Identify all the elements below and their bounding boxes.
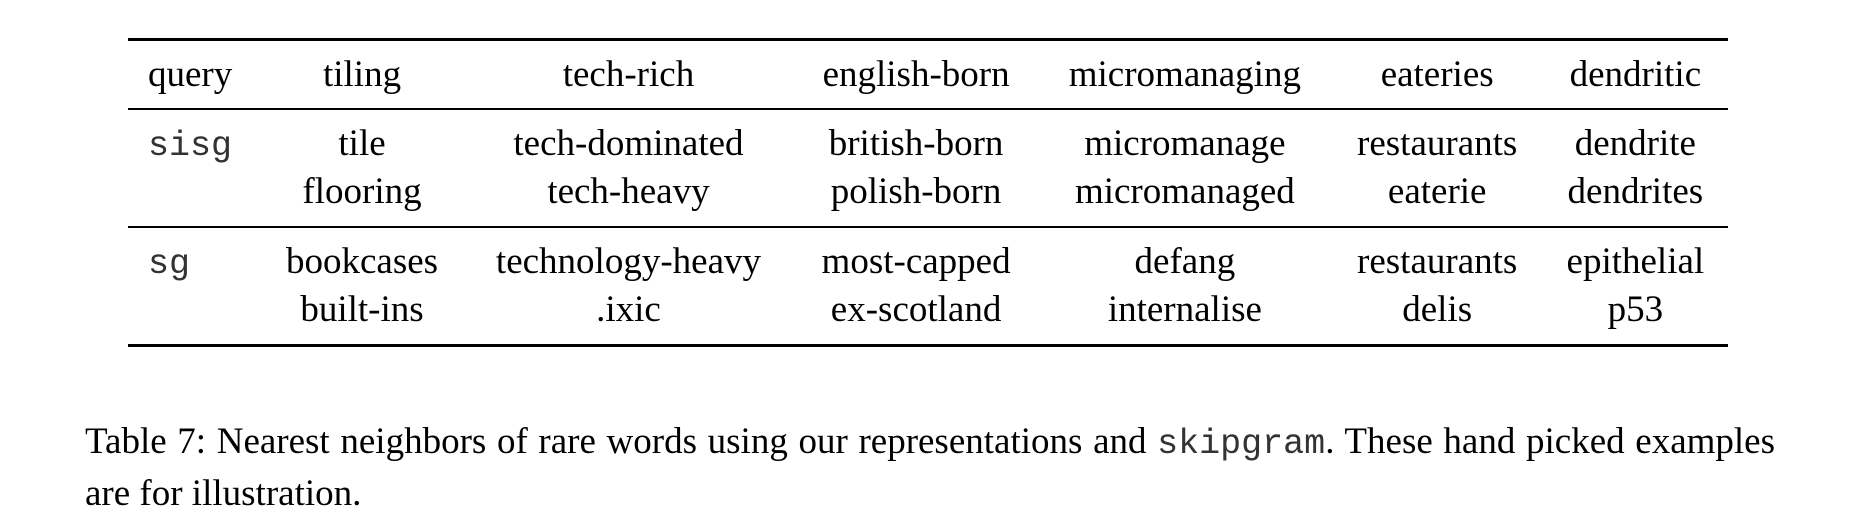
row-label: sisg <box>128 109 261 227</box>
results-table-container: query tiling tech-rich english-born micr… <box>128 38 1728 347</box>
table-cell: technology-heavy .ixic <box>463 227 794 346</box>
neighbor-word: polish-born <box>830 171 1002 212</box>
table-cell: epithelial p53 <box>1543 227 1728 346</box>
table-cell: british-born polish-born <box>794 109 1038 227</box>
neighbor-word: british-born <box>828 123 1004 164</box>
neighbor-word: dendrites <box>1567 171 1704 212</box>
table-row-sisg: sisg tile flooring tech-dominated tech-h… <box>128 109 1728 227</box>
table-cell: dendrite dendrites <box>1543 109 1728 227</box>
header-micromanaging: micromanaging <box>1068 54 1301 95</box>
neighbor-word: p53 <box>1607 289 1664 330</box>
caption-code: skipgram <box>1157 424 1326 464</box>
table-cell: tile flooring <box>261 109 463 227</box>
table-caption: Table 7: Nearest neighbors of rare words… <box>85 417 1775 519</box>
neighbor-word: eaterie <box>1387 171 1487 212</box>
neighbor-word: built-ins <box>300 289 424 330</box>
row-label-text: sisg <box>148 126 233 166</box>
header-dendritic: dendritic <box>1569 54 1702 95</box>
neighbor-word: dendrite <box>1574 123 1696 164</box>
neighbor-word: micromanage <box>1084 123 1286 164</box>
row-label: sg <box>128 227 261 346</box>
neighbor-word: .ixic <box>596 289 661 330</box>
neighbor-word: tile <box>338 123 386 164</box>
neighbor-word: internalise <box>1107 289 1262 330</box>
table-cell: restaurants delis <box>1332 227 1543 346</box>
header-english-born: english-born <box>822 54 1010 95</box>
table-header: query tiling tech-rich english-born micr… <box>128 39 1728 109</box>
neighbor-word: flooring <box>302 171 422 212</box>
neighbor-word: most-capped <box>821 241 1011 282</box>
neighbor-word: micromanaged <box>1074 171 1295 212</box>
neighbor-word: ex-scotland <box>830 289 1002 330</box>
neighbor-word: restaurants <box>1357 123 1518 164</box>
header-eateries: eateries <box>1380 54 1494 95</box>
header-tiling: tiling <box>322 54 402 95</box>
neighbor-word: bookcases <box>285 241 439 282</box>
neighbor-word: delis <box>1402 289 1473 330</box>
nearest-neighbors-table: query tiling tech-rich english-born micr… <box>128 38 1728 347</box>
neighbor-word: restaurants <box>1357 241 1518 282</box>
table-body: sisg tile flooring tech-dominated tech-h… <box>128 109 1728 346</box>
header-row: query tiling tech-rich english-born micr… <box>128 39 1728 109</box>
caption-suffix: . These hand picked examples are for ill… <box>85 421 1775 514</box>
neighbor-word: tech-heavy <box>547 171 710 212</box>
neighbor-word: technology-heavy <box>495 241 761 282</box>
table-row-sg: sg bookcases built-ins technology-heavy … <box>128 227 1728 346</box>
table-cell: micromanage micromanaged <box>1038 109 1332 227</box>
table-cell: restaurants eaterie <box>1332 109 1543 227</box>
neighbor-word: defang <box>1134 241 1236 282</box>
table-cell: tech-dominated tech-heavy <box>463 109 794 227</box>
neighbor-word: tech-dominated <box>513 123 744 164</box>
header-tech-rich: tech-rich <box>562 54 695 95</box>
table-cell: bookcases built-ins <box>261 227 463 346</box>
caption-prefix: Table 7: Nearest neighbors of rare words… <box>85 421 1158 462</box>
row-label-text: sg <box>148 244 191 284</box>
header-query: query <box>148 54 233 95</box>
table-cell: defang internalise <box>1038 227 1332 346</box>
neighbor-word: epithelial <box>1566 241 1705 282</box>
table-cell: most-capped ex-scotland <box>794 227 1038 346</box>
